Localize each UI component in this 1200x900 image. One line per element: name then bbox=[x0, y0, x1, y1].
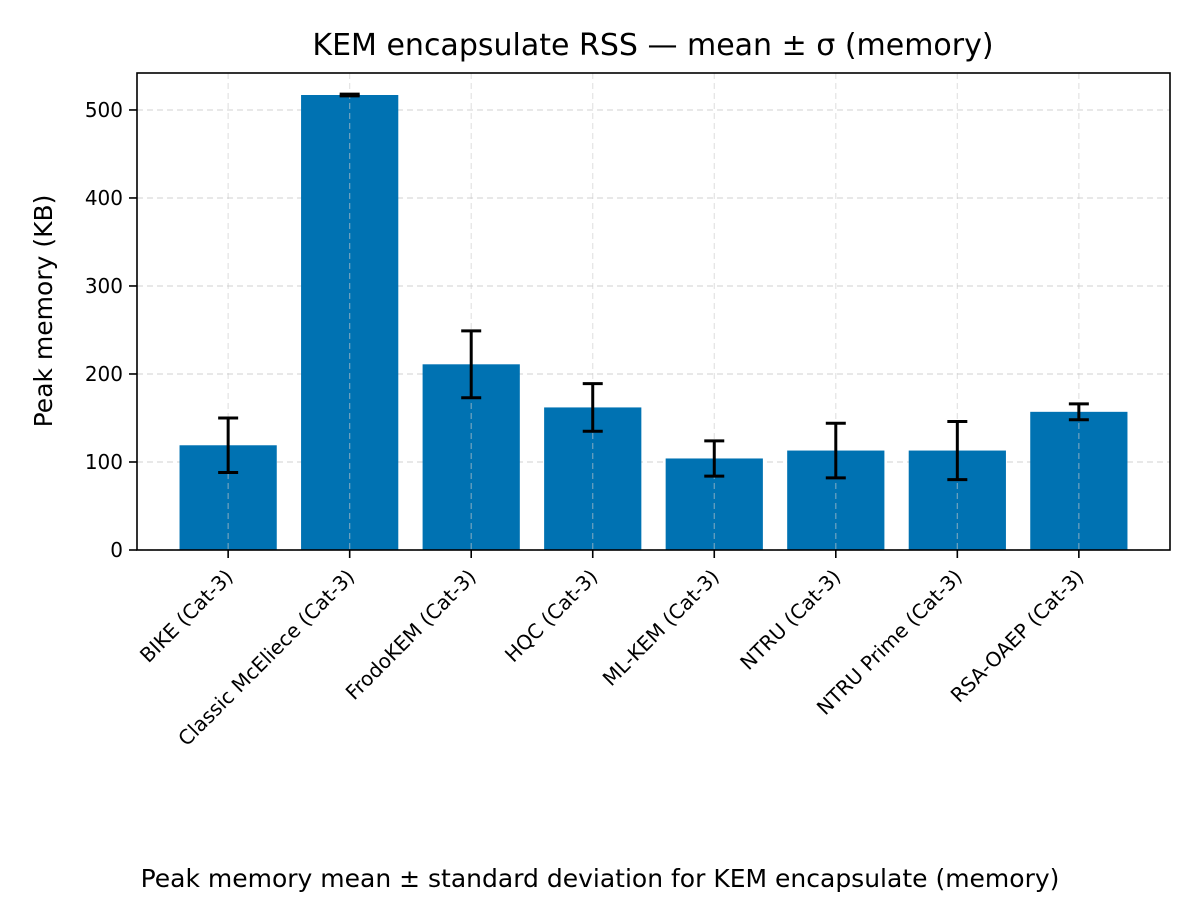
x-tick-label: ML-KEM (Cat-3) bbox=[598, 565, 724, 691]
y-tick-label: 100 bbox=[85, 450, 123, 474]
y-tick-label: 400 bbox=[85, 186, 123, 210]
bars bbox=[179, 95, 1128, 551]
figure-caption: Peak memory mean ± standard deviation fo… bbox=[140, 864, 1060, 893]
plot-area-frame bbox=[136, 72, 1171, 551]
x-axis-ticks: BIKE (Cat-3)Classic McEliece (Cat-3)Frod… bbox=[135, 550, 1088, 751]
bar bbox=[1030, 411, 1128, 550]
y-tick-label: 0 bbox=[110, 538, 123, 562]
error-bars bbox=[218, 73, 1089, 550]
chart-title: KEM encapsulate RSS — mean ± σ (memory) bbox=[312, 28, 993, 63]
y-axis-label: Peak memory (KB) bbox=[29, 195, 58, 428]
x-tick-label: RSA-OAEP (Cat-3) bbox=[946, 565, 1089, 708]
x-tick-label: FrodoKEM (Cat-3) bbox=[341, 565, 481, 705]
bar-chart: 0 100 200 300 400 500 BIKE (Cat-3)Classic McE… bbox=[29, 28, 1171, 751]
x-tick-label: BIKE (Cat-3) bbox=[135, 565, 238, 668]
grid-lines bbox=[137, 109, 1170, 551]
x-tick-label: NTRU (Cat-3) bbox=[735, 565, 845, 675]
x-tick-label: HQC (Cat-3) bbox=[500, 565, 602, 667]
y-tick-label: 500 bbox=[85, 98, 123, 122]
y-tick-label: 300 bbox=[85, 274, 123, 298]
y-tick-label: 200 bbox=[85, 362, 123, 386]
y-axis-ticks: 0 100 200 300 400 500 bbox=[85, 98, 137, 562]
